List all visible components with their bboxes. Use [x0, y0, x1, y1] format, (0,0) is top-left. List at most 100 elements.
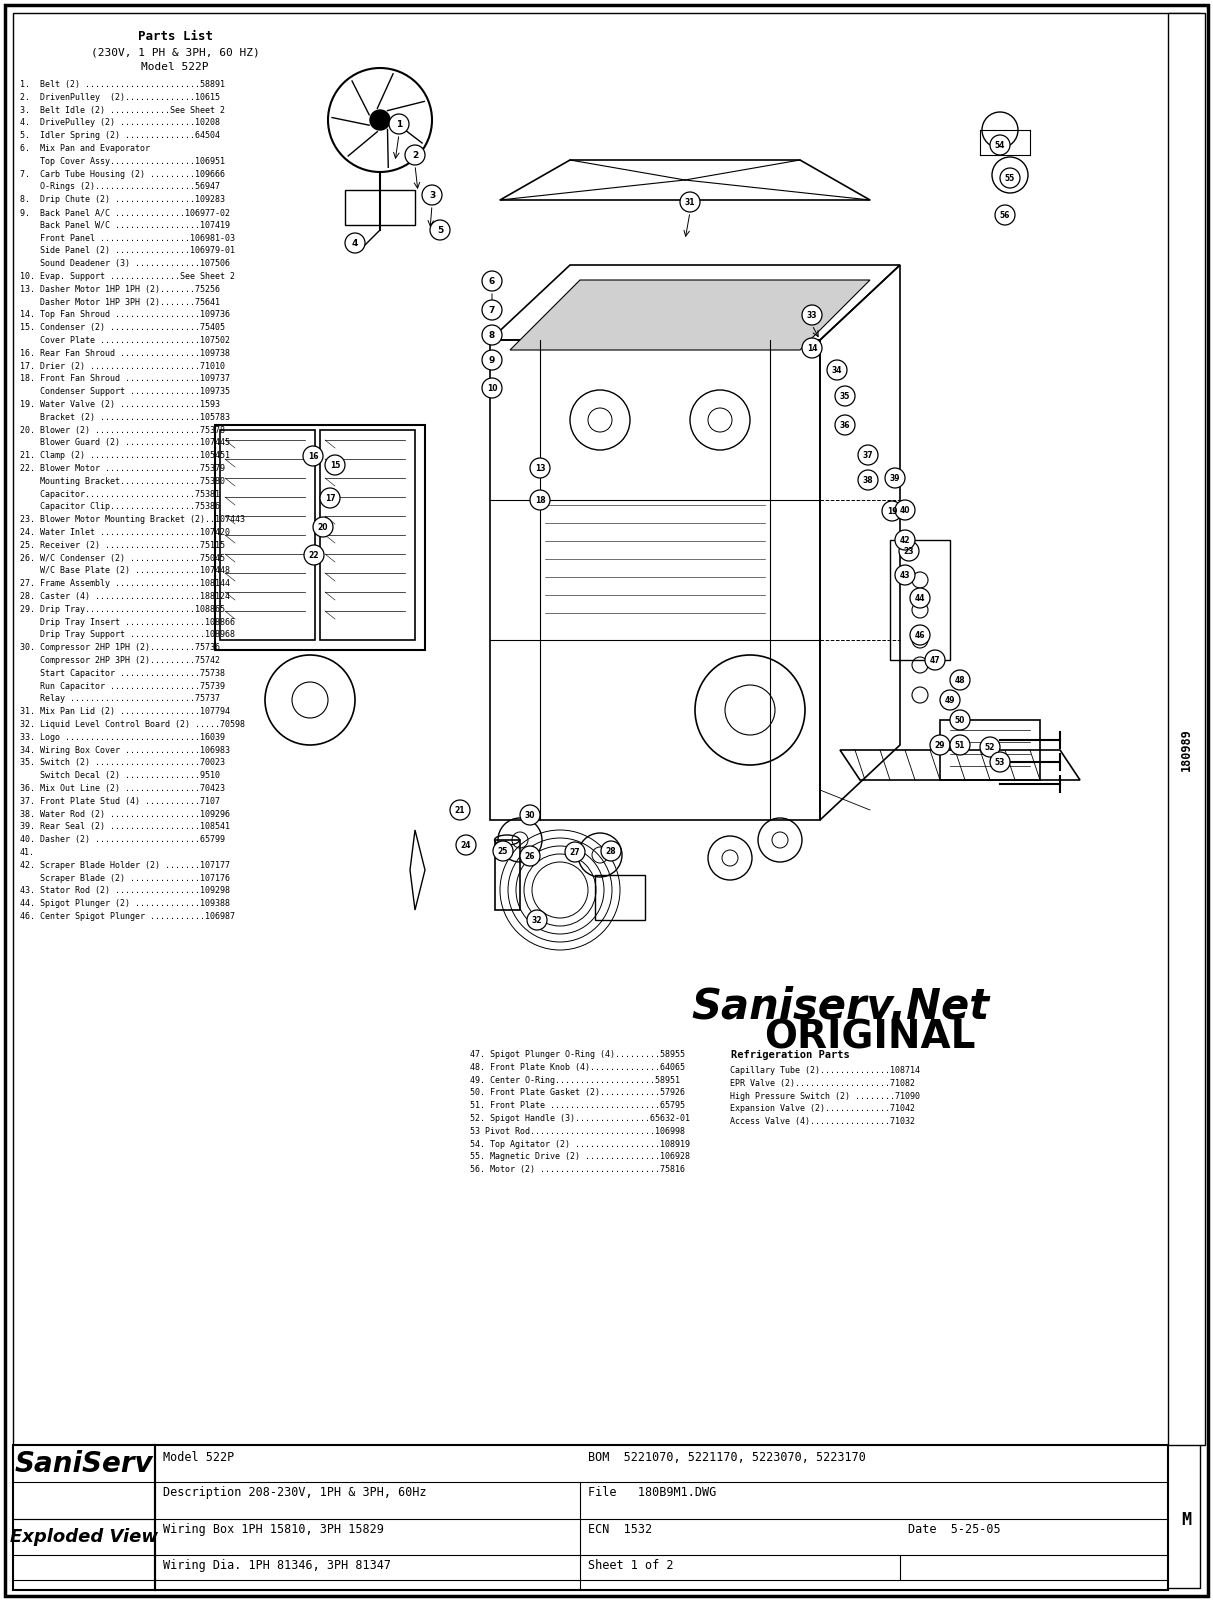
Circle shape [858, 471, 878, 490]
Circle shape [899, 541, 919, 560]
Text: 54: 54 [995, 141, 1006, 149]
Text: ECN  1532: ECN 1532 [588, 1523, 653, 1535]
Circle shape [827, 360, 847, 379]
Text: 33. Logo ...........................16039: 33. Logo ...........................1603… [19, 733, 224, 741]
Text: Sheet 1 of 2: Sheet 1 of 2 [588, 1559, 673, 1572]
Circle shape [389, 114, 409, 134]
Text: 32: 32 [531, 916, 542, 924]
Circle shape [304, 544, 324, 565]
Text: 13. Dasher Motor 1HP 1PH (2).......75256: 13. Dasher Motor 1HP 1PH (2).......75256 [19, 285, 220, 295]
Circle shape [940, 690, 959, 709]
Text: 15. Condenser (2) ..................75405: 15. Condenser (2) ..................7540… [19, 323, 224, 331]
Text: 37. Front Plate Stud (4) ...........7107: 37. Front Plate Stud (4) ...........7107 [19, 797, 220, 805]
Text: 13: 13 [535, 464, 546, 472]
Text: 2.  DrivenPulley  (2)..............10615: 2. DrivenPulley (2)..............10615 [19, 93, 220, 102]
Text: 36. Mix Out Line (2) ...............70423: 36. Mix Out Line (2) ...............7042… [19, 784, 224, 792]
Text: 29: 29 [935, 741, 945, 749]
Text: 23: 23 [904, 546, 915, 556]
Text: 56. Motor (2) ........................75816: 56. Motor (2) ........................75… [469, 1166, 685, 1174]
Text: 22. Blower Motor ...................75379: 22. Blower Motor ...................7537… [19, 464, 224, 472]
Bar [890, 540, 950, 660]
Text: Mounting Bracket................75380: Mounting Bracket................75380 [19, 477, 224, 485]
Circle shape [492, 841, 513, 861]
Text: 38. Water Rod (2) ..................109296: 38. Water Rod (2) ..................1092… [19, 810, 230, 818]
Bar [940, 720, 1040, 780]
Text: 54. Top Agitator (2) .................108919: 54. Top Agitator (2) .................10… [469, 1140, 690, 1148]
Text: Dasher Motor 1HP 3PH (2).......75641: Dasher Motor 1HP 3PH (2).......75641 [19, 298, 220, 307]
Circle shape [313, 517, 334, 536]
Circle shape [565, 842, 585, 861]
Circle shape [520, 845, 540, 866]
Circle shape [910, 588, 930, 608]
Text: 40. Dasher (2) .....................65799: 40. Dasher (2) .....................6579… [19, 836, 224, 844]
Text: 50. Front Plate Gasket (2)............57926: 50. Front Plate Gasket (2)............57… [469, 1089, 685, 1097]
Text: 8: 8 [489, 330, 495, 339]
Text: 31: 31 [685, 197, 695, 207]
Text: 7.  Carb Tube Housing (2) .........109666: 7. Carb Tube Housing (2) .........109666 [19, 170, 224, 179]
Text: Refrigeration Parts: Refrigeration Parts [730, 1050, 849, 1060]
Circle shape [835, 415, 855, 435]
Text: 9: 9 [489, 355, 495, 365]
Text: 50: 50 [955, 716, 966, 725]
Circle shape [885, 467, 905, 488]
Text: 37: 37 [862, 450, 873, 459]
Text: 55: 55 [1004, 173, 1015, 183]
Text: Drip Tray Insert ................108866: Drip Tray Insert ................108866 [19, 618, 235, 626]
Circle shape [320, 488, 340, 508]
Text: 27. Frame Assembly .................108144: 27. Frame Assembly .................1081… [19, 580, 230, 588]
Text: 180989: 180989 [1179, 728, 1192, 772]
Text: 51: 51 [955, 741, 966, 749]
Text: 14: 14 [807, 344, 818, 352]
Bar [495, 841, 520, 909]
Text: Run Capacitor ..................75739: Run Capacitor ..................75739 [19, 682, 224, 690]
Text: 18. Front Fan Shroud ...............109737: 18. Front Fan Shroud ...............1097… [19, 375, 230, 383]
Text: 43. Stator Rod (2) .................109298: 43. Stator Rod (2) .................1092… [19, 887, 230, 895]
Polygon shape [509, 280, 870, 351]
Text: 36: 36 [839, 421, 850, 429]
Text: Exploded View: Exploded View [10, 1527, 158, 1547]
Text: 3.  Belt Idle (2) ............See Sheet 2: 3. Belt Idle (2) ............See Sheet 2 [19, 106, 224, 115]
Text: 10. Evap. Support ..............See Sheet 2: 10. Evap. Support ..............See Shee… [19, 272, 235, 282]
Circle shape [680, 192, 700, 211]
Text: 39. Rear Seal (2) ..................108541: 39. Rear Seal (2) ..................1085… [19, 823, 230, 831]
Text: Condenser Support ..............109735: Condenser Support ..............109735 [19, 387, 230, 395]
Text: 6.  Mix Pan and Evaporator: 6. Mix Pan and Evaporator [19, 144, 150, 154]
Text: 46: 46 [915, 631, 926, 639]
Text: 2: 2 [412, 150, 418, 160]
Text: 17. Drier (2) ......................71010: 17. Drier (2) ......................7101… [19, 362, 224, 370]
Text: 35. Switch (2) .....................70023: 35. Switch (2) .....................7002… [19, 759, 224, 767]
Circle shape [344, 234, 365, 253]
Text: 56: 56 [1000, 210, 1010, 219]
Text: Saniserv.Net: Saniserv.Net [691, 985, 989, 1026]
Text: 35: 35 [839, 392, 850, 400]
Text: 34: 34 [832, 365, 842, 375]
Bar [220, 431, 315, 640]
Text: 21: 21 [455, 805, 466, 815]
Circle shape [950, 735, 970, 756]
Text: 33: 33 [807, 311, 818, 320]
Text: 51. Front Plate ......................65795: 51. Front Plate ......................65… [469, 1101, 685, 1109]
Text: 44. Spigot Plunger (2) .............109388: 44. Spigot Plunger (2) .............1093… [19, 900, 230, 908]
Circle shape [370, 110, 391, 130]
Text: 48: 48 [955, 676, 966, 685]
Text: Capillary Tube (2)..............108714: Capillary Tube (2)..............108714 [730, 1066, 919, 1074]
Text: 28: 28 [605, 847, 616, 855]
Text: Compressor 2HP 3PH (2).........75742: Compressor 2HP 3PH (2).........75742 [19, 656, 220, 664]
Text: Switch Decal (2) ...............9510: Switch Decal (2) ...............9510 [19, 772, 220, 780]
Text: 20. Blower (2) .....................75378: 20. Blower (2) .....................7537… [19, 426, 224, 434]
Text: Expansion Valve (2).............71042: Expansion Valve (2).............71042 [730, 1105, 915, 1113]
Text: 42: 42 [900, 535, 910, 544]
Text: 31. Mix Pan Lid (2) ................107794: 31. Mix Pan Lid (2) ................1077… [19, 708, 230, 716]
Text: 8.  Drip Chute (2) ................109283: 8. Drip Chute (2) ................109283 [19, 195, 224, 205]
Text: Bracket (2) ....................105783: Bracket (2) ....................105783 [19, 413, 230, 421]
Circle shape [429, 219, 450, 240]
Text: Cover Plate ....................107502: Cover Plate ....................107502 [19, 336, 230, 344]
Circle shape [990, 752, 1010, 772]
Text: 19. Water Valve (2) ................1593: 19. Water Valve (2) ................1593 [19, 400, 220, 408]
Bar [596, 876, 645, 921]
Text: W/C Base Plate (2) .............107448: W/C Base Plate (2) .............107448 [19, 567, 230, 575]
Text: 41.: 41. [19, 849, 35, 857]
Text: 26: 26 [525, 852, 535, 860]
Text: Sound Deadener (3) .............107506: Sound Deadener (3) .............107506 [19, 259, 230, 269]
Circle shape [990, 134, 1010, 155]
